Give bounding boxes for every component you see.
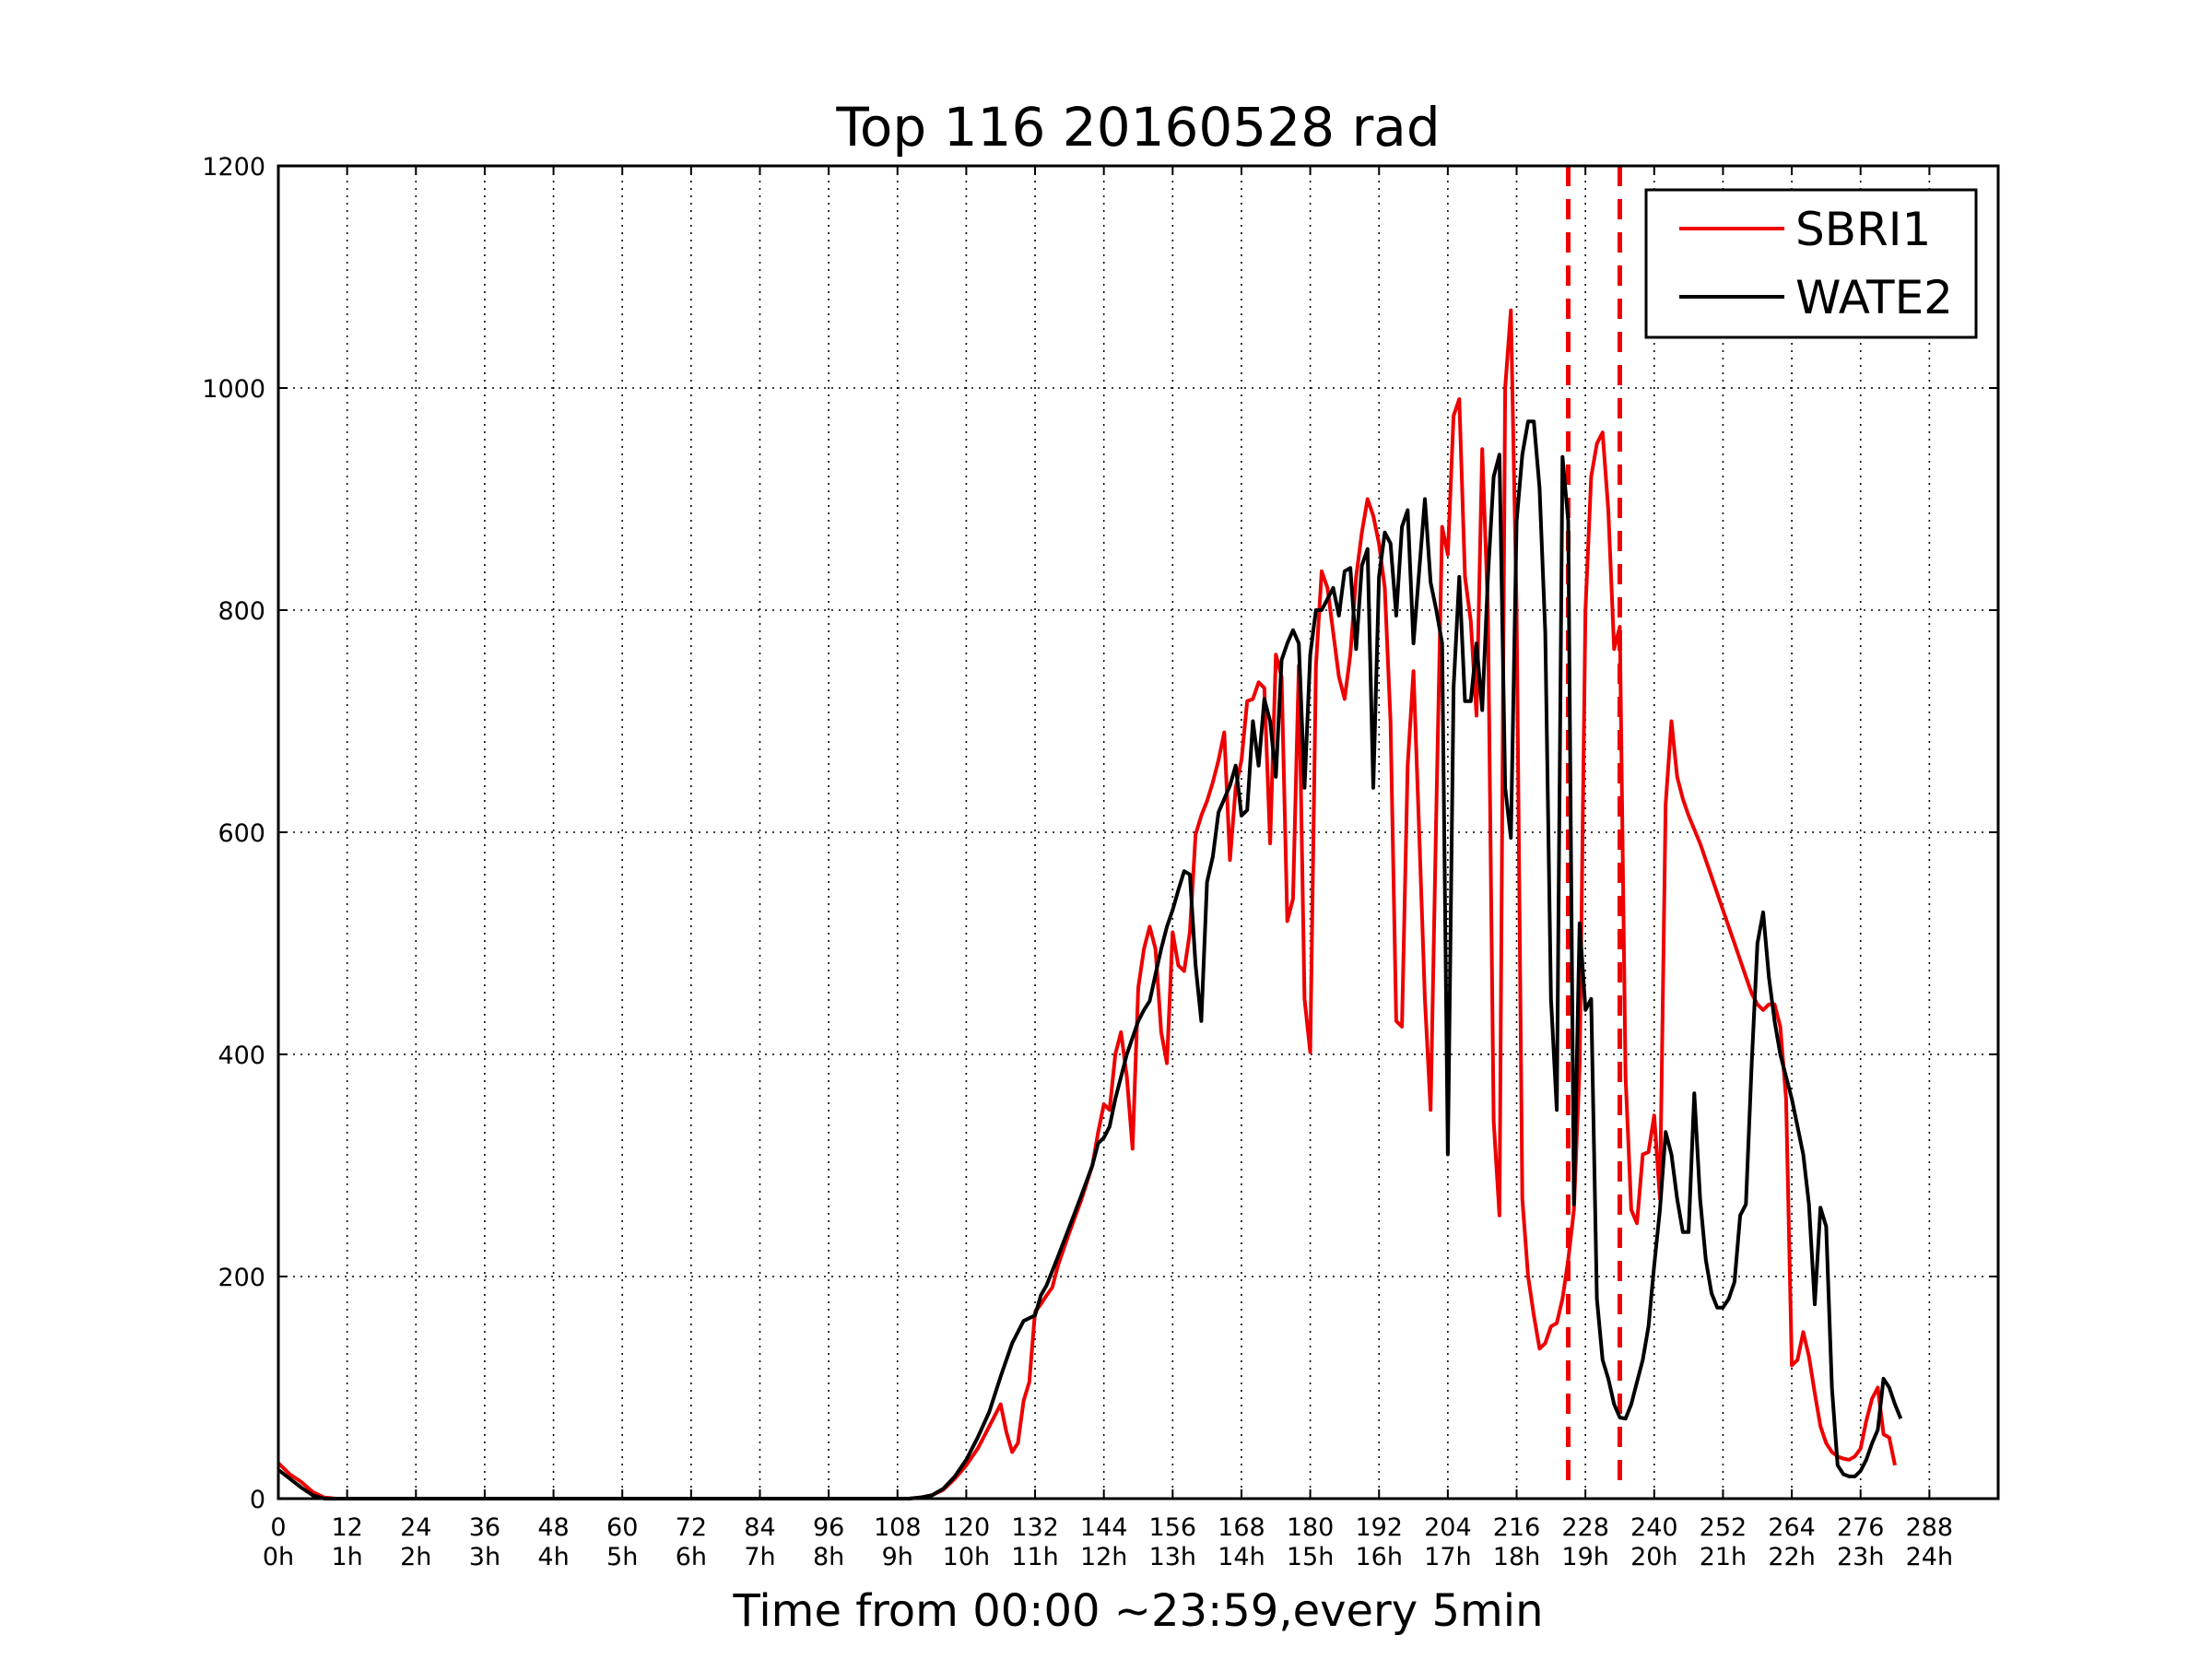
x-tick-label: 264 [1768,1513,1816,1542]
x-tick-sublabel: 16h [1356,1543,1403,1571]
x-tick-sublabel: 9h [882,1543,913,1571]
x-tick-sublabel: 10h [943,1543,990,1571]
x-axis-label: Time from 00:00 ~23:59,every 5min [733,1585,1544,1637]
x-tick-sublabel: 3h [469,1543,500,1571]
x-tick-sublabel: 21h [1700,1543,1747,1571]
legend-label: SBRI1 [1795,203,1931,256]
x-tick-label: 276 [1837,1513,1885,1542]
series-line-wate2 [276,419,1903,1500]
x-tick-label: 132 [1011,1513,1059,1542]
legend-box [1644,188,1978,339]
x-tick-sublabel: 20h [1630,1543,1677,1571]
x-tick-sublabel: 19h [1561,1543,1608,1571]
chart-title: Top 116 20160528 rad [835,96,1440,159]
x-tick-label: 228 [1561,1513,1609,1542]
x-tick-sublabel: 12h [1080,1543,1127,1571]
x-tick-sublabel: 8h [813,1543,844,1571]
y-tick-label: 800 [218,597,265,626]
x-tick-label: 216 [1493,1513,1541,1542]
x-tick-label: 252 [1700,1513,1747,1542]
series-lines [276,308,1903,1500]
x-tick-label: 180 [1287,1513,1335,1542]
x-tick-label: 72 [676,1513,707,1542]
y-tick-label: 200 [218,1264,265,1292]
grid-lines [278,166,1998,1499]
series-line-sbri1 [276,308,1897,1500]
x-tick-label: 12 [331,1513,362,1542]
x-tick-label: 60 [606,1513,638,1542]
x-tick-sublabel: 4h [537,1543,569,1571]
y-tick-label: 600 [218,819,265,848]
x-tick-label: 192 [1355,1513,1403,1542]
x-tick-label: 48 [537,1513,569,1542]
x-tick-sublabel: 11h [1011,1543,1058,1571]
x-tick-sublabel: 13h [1149,1543,1196,1571]
x-tick-sublabel: 6h [676,1543,707,1571]
axis-ticks: 00h121h242h363h484h605h726h847h968h1089h… [202,153,1998,1571]
x-tick-label: 0 [270,1513,286,1542]
x-tick-sublabel: 2h [400,1543,431,1571]
x-tick-sublabel: 14h [1218,1543,1265,1571]
x-tick-label: 240 [1630,1513,1678,1542]
y-tick-label: 1200 [202,153,265,182]
x-tick-label: 288 [1906,1513,1954,1542]
x-tick-sublabel: 0h [263,1543,294,1571]
x-tick-label: 96 [813,1513,844,1542]
x-tick-label: 144 [1080,1513,1128,1542]
x-tick-sublabel: 7h [744,1543,775,1571]
x-tick-label: 168 [1218,1513,1265,1542]
x-tick-label: 204 [1424,1513,1472,1542]
x-tick-sublabel: 17h [1424,1543,1471,1571]
x-tick-sublabel: 23h [1837,1543,1884,1571]
legend-label: WATE2 [1795,271,1953,324]
x-tick-sublabel: 1h [331,1543,362,1571]
y-tick-label: 1000 [202,375,265,404]
x-tick-sublabel: 5h [606,1543,638,1571]
x-tick-label: 84 [744,1513,775,1542]
x-tick-sublabel: 22h [1768,1543,1815,1571]
x-tick-sublabel: 18h [1493,1543,1540,1571]
x-tick-sublabel: 15h [1287,1543,1334,1571]
y-tick-label: 0 [250,1486,265,1514]
x-tick-label: 156 [1149,1513,1197,1542]
y-tick-label: 400 [218,1041,265,1070]
legend: SBRI1 WATE2 [1644,188,1978,339]
x-tick-label: 24 [400,1513,431,1542]
x-tick-sublabel: 24h [1906,1543,1953,1571]
x-tick-label: 108 [874,1513,922,1542]
x-tick-label: 120 [943,1513,991,1542]
x-tick-label: 36 [469,1513,500,1542]
